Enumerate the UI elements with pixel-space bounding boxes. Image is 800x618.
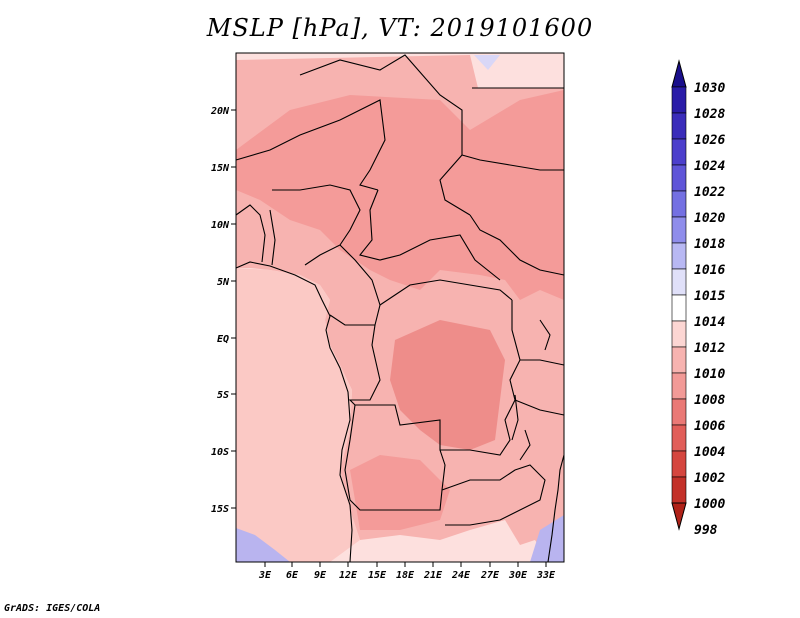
- colorbar-label: 1008: [694, 393, 725, 408]
- land-pressure-1008-south: [390, 320, 505, 450]
- colorbar-label: 1028: [694, 107, 725, 122]
- colorbar-segment: [671, 138, 687, 166]
- lat-label: 5S: [217, 390, 229, 401]
- sudan-border: [461, 87, 564, 171]
- colorbar-segment: [671, 86, 687, 114]
- lon-label: 33E: [536, 570, 556, 581]
- colorbar-segment: [671, 346, 687, 374]
- latitude-axis: 20N 15N 10N 5N EQ 5S 10S 15S: [210, 106, 236, 515]
- colorbar-label: 1002: [694, 471, 725, 486]
- colorbar-label: 1022: [694, 185, 725, 200]
- coastline-east: [547, 454, 565, 563]
- colorbar-label: 1016: [694, 263, 725, 278]
- colorbar-labels: 1030 1028 1026 1024 1022 1020 1018 1016 1015 1014…: [694, 81, 725, 538]
- lat-label: EQ: [217, 334, 229, 345]
- colorbar-top-arrow: [671, 59, 687, 88]
- colorbar-label: 1030: [694, 81, 725, 96]
- land-pressure-1008: [236, 90, 564, 300]
- east-africa-border: [469, 214, 565, 416]
- colorbar-segment: [671, 424, 687, 452]
- longitude-axis: 3E 6E 9E 12E 15E 18E 21E 24E 27E 30E 33E: [258, 562, 556, 581]
- colorbar-label: 1010: [694, 367, 725, 382]
- zambia-border: [441, 464, 546, 526]
- sahara-border-1: [299, 54, 471, 216]
- lon-label: 18E: [396, 570, 415, 581]
- lat-label: 20N: [210, 106, 230, 117]
- colorbar-segment: [671, 190, 687, 218]
- colorbar-label: 1012: [694, 341, 725, 356]
- colorbar-segment: [671, 164, 687, 192]
- colorbar-label: 1015: [694, 289, 725, 304]
- colorbar-segment: [671, 268, 687, 296]
- country-borders: [235, 54, 565, 563]
- colorbar-segment: [671, 398, 687, 426]
- lon-label: 6E: [286, 570, 299, 581]
- colorbar-segment: [671, 216, 687, 244]
- nigeria-border: [272, 184, 361, 266]
- colorbar-segment: [671, 112, 687, 140]
- colorbar-label: 1026: [694, 133, 725, 148]
- southwest-high-pressure: [236, 528, 290, 562]
- coastline-west: [235, 261, 353, 563]
- lat-label: 15S: [211, 504, 229, 515]
- colorbar-bottom-arrow: [671, 502, 687, 531]
- lat-label: 10S: [211, 447, 229, 458]
- colorbar: [671, 59, 687, 531]
- lake-outlines: [511, 319, 551, 461]
- lon-label: 12E: [339, 570, 358, 581]
- colorbar-segment: [671, 320, 687, 348]
- lon-label: 24E: [451, 570, 471, 581]
- colorbar-label: 1014: [694, 315, 725, 330]
- southeast-high-pressure: [530, 515, 564, 562]
- lat-label: 5N: [217, 277, 230, 288]
- lat-label: 10N: [211, 220, 230, 231]
- map-title: MSLP [hPa], VT: 2019101600: [206, 14, 594, 42]
- colorbar-segment: [671, 242, 687, 270]
- colorbar-segment: [671, 476, 687, 504]
- map-panel: [235, 53, 565, 563]
- land-pressure-1008-southwest: [350, 455, 450, 530]
- lon-label: 3E: [258, 570, 272, 581]
- northeast-high-pressure: [474, 55, 500, 70]
- colorbar-segment: [671, 372, 687, 400]
- lon-label: 30E: [508, 570, 528, 581]
- car-border: [379, 279, 513, 306]
- lon-label: 21E: [423, 570, 443, 581]
- colorbar-label: 1000: [694, 497, 725, 512]
- colorbar-label: 998: [694, 523, 718, 538]
- colorbar-label: 1018: [694, 237, 725, 252]
- lat-label: 15N: [211, 163, 230, 174]
- colorbar-label: 1024: [694, 159, 725, 174]
- grads-credit: GrADS: IGES/COLA: [4, 603, 101, 614]
- colorbar-label: 1006: [694, 419, 725, 434]
- chad-border: [359, 189, 501, 281]
- map-frame: [235, 52, 565, 563]
- colorbar-segment: [671, 450, 687, 478]
- lon-label: 27E: [480, 570, 500, 581]
- colorbar-label: 1020: [694, 211, 725, 226]
- lon-label: 15E: [368, 570, 387, 581]
- colorbar-label: 1004: [694, 445, 725, 460]
- colorbar-segment: [671, 294, 687, 322]
- west-africa-border: [235, 204, 276, 266]
- sahara-border-2: [235, 99, 386, 191]
- lon-label: 9E: [314, 570, 327, 581]
- angola-border: [344, 404, 446, 511]
